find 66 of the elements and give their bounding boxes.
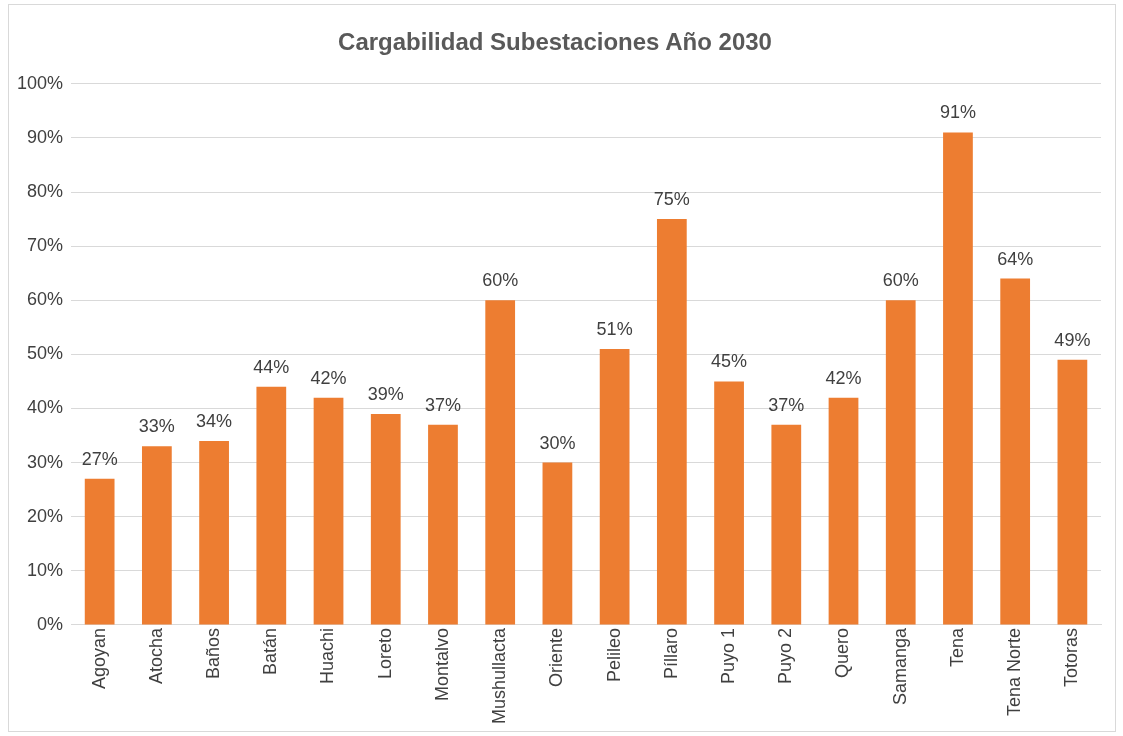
x-tick-label: Batán [260,627,281,675]
x-tick-label: Montalvo [431,627,452,701]
data-label: 51% [596,318,633,339]
y-tick-label: 0% [37,613,64,634]
bar [485,300,516,625]
x-tick-label: Píllaro [660,627,681,679]
bar [199,440,229,625]
data-label: 37% [424,394,461,415]
bar [656,219,687,625]
bar [542,462,573,625]
y-tick-label: 90% [27,126,64,147]
x-tick-label: Atocha [145,626,166,684]
bar [885,300,916,625]
x-tick-label: Samanga [889,626,910,706]
data-label: 60% [882,270,919,291]
x-tick-label: Quero [832,627,853,678]
x-tick-label: Tena [946,626,967,667]
y-tick-label: 20% [27,505,64,526]
data-label: 30% [539,432,576,453]
data-label: 45% [711,351,748,372]
y-tick-label: 50% [27,343,64,364]
y-tick-label: 100% [16,72,64,93]
bar [370,413,401,625]
x-tick-label: Baños [203,627,224,679]
x-tick-label: Loreto [374,627,395,679]
bar [1057,359,1088,625]
data-label: 42% [310,367,347,388]
x-tick-label: Puyo 1 [718,627,739,684]
chart-title: Cargabilidad Subestaciones Año 2030 [338,28,772,56]
bar [1000,278,1031,625]
data-label: 27% [81,448,118,469]
data-label: 64% [997,248,1034,269]
y-tick-label: 80% [27,181,64,201]
bar [828,397,859,625]
bar [84,478,115,625]
data-label: 34% [196,410,233,431]
data-label: 44% [253,356,290,377]
data-label: 39% [367,383,404,404]
x-tick-label: Agoyan [88,627,109,690]
y-tick-label: 10% [27,559,64,580]
bar [313,397,344,625]
data-label: 33% [138,416,175,437]
bar [771,424,802,625]
x-tick-label: Pelileo [603,627,624,682]
bar [256,386,287,625]
x-tick-label: Totoras [1061,627,1082,687]
data-label: 42% [825,367,862,388]
y-tick-label: 30% [27,451,64,472]
x-tick-label: Puyo 2 [775,627,796,684]
data-label: 60% [482,270,519,291]
data-label: 75% [653,189,690,210]
y-tick-label: 40% [27,397,64,418]
x-tick-label: Oriente [546,627,567,687]
x-tick-label: Mushullacta [489,626,510,724]
data-label: 49% [1054,329,1091,350]
y-tick-label: 70% [27,235,64,256]
data-label: 37% [768,394,805,415]
bar [141,446,172,625]
x-tick-label: Huachi [317,627,338,684]
y-tick-label: 60% [27,289,64,310]
bar [943,132,973,625]
bar [599,348,630,625]
bar [428,424,458,625]
data-label: 91% [939,102,976,123]
bar [714,381,744,625]
x-tick-label: Tena Norte [1004,627,1025,717]
